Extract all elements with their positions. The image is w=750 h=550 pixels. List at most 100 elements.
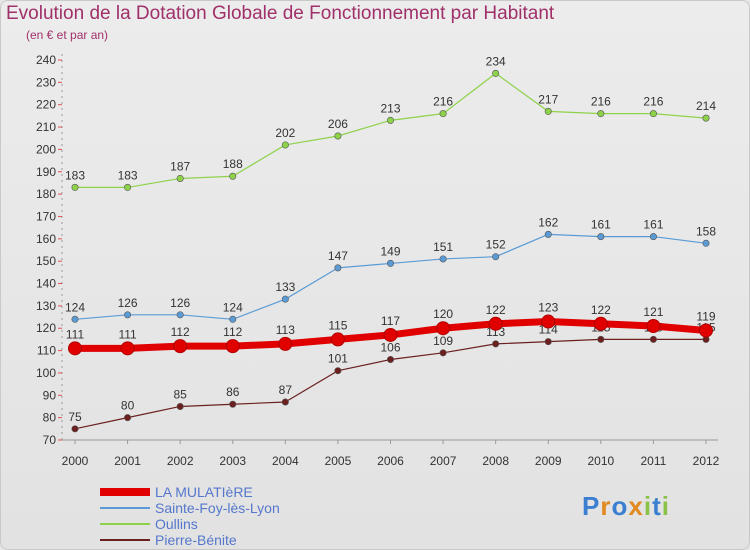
data-point <box>386 356 394 364</box>
y-tick-label: 150 <box>36 254 56 268</box>
data-point <box>702 239 710 247</box>
x-tick-label: 2012 <box>693 454 720 468</box>
data-point <box>68 341 82 356</box>
x-tick-label: 2007 <box>430 454 457 468</box>
data-label: 126 <box>170 296 190 310</box>
data-point <box>649 233 657 241</box>
data-label: 183 <box>118 168 138 182</box>
data-point <box>229 400 237 408</box>
data-label: 111 <box>66 327 85 341</box>
data-label: 75 <box>68 410 82 424</box>
data-label: 109 <box>433 334 453 348</box>
chart-title: Evolution de la Dotation Globale de Fonc… <box>6 3 555 24</box>
data-label: 80 <box>121 399 135 413</box>
y-tick-label: 140 <box>36 277 56 291</box>
x-tick-label: 2011 <box>641 454 667 468</box>
data-label: 161 <box>591 218 611 232</box>
data-point <box>597 233 605 241</box>
data-label: 120 <box>433 307 453 321</box>
legend-swatch <box>100 488 150 496</box>
legend-label: LA MULATIèRE <box>155 484 253 500</box>
data-label: 87 <box>279 383 293 397</box>
data-point <box>699 323 713 338</box>
data-point <box>71 425 79 433</box>
data-point <box>492 69 500 77</box>
data-point <box>597 335 605 343</box>
data-label: 216 <box>591 95 611 109</box>
y-tick-label: 200 <box>36 142 56 156</box>
legend-item: Sainte-Foy-lès-Lyon <box>100 500 360 516</box>
data-label: 123 <box>538 301 558 315</box>
legend-item: Pierre-Bénite <box>100 532 360 548</box>
data-point <box>649 110 657 118</box>
data-label: 213 <box>380 101 400 115</box>
data-point <box>330 332 345 347</box>
data-point <box>176 311 184 319</box>
data-label: 206 <box>328 117 348 131</box>
x-tick-label: 2000 <box>62 454 89 468</box>
data-point <box>544 107 552 115</box>
data-point <box>544 230 552 238</box>
data-point <box>278 336 293 351</box>
logo-letter: r <box>600 491 612 521</box>
data-point <box>71 315 79 323</box>
data-label: 234 <box>486 54 506 68</box>
data-point <box>281 398 289 406</box>
data-point <box>541 314 556 329</box>
data-point <box>281 295 289 303</box>
y-tick-label: 130 <box>36 299 56 313</box>
data-point <box>492 253 500 261</box>
data-label: 216 <box>643 95 663 109</box>
data-point <box>702 114 710 122</box>
logo-letter: x <box>628 491 644 521</box>
y-tick-label: 170 <box>36 209 56 223</box>
data-label: 111 <box>118 327 137 341</box>
y-tick-label: 240 <box>36 53 56 67</box>
data-label: 217 <box>538 92 558 106</box>
chart-legend: LA MULATIèRE Sainte-Foy-lès-Lyon Oullins Pi… <box>100 484 360 548</box>
data-point <box>124 183 132 191</box>
x-tick-label: 2002 <box>167 454 194 468</box>
data-point <box>334 264 342 272</box>
y-tick-label: 220 <box>36 98 56 112</box>
logo-letter: o <box>611 491 629 521</box>
data-point <box>176 402 184 410</box>
x-tick-label: 2006 <box>377 454 404 468</box>
x-tick-label: 2009 <box>535 454 562 468</box>
data-label: 216 <box>433 95 453 109</box>
data-label: 149 <box>380 244 400 258</box>
data-label: 147 <box>328 249 348 263</box>
data-point <box>120 341 135 356</box>
proxiti-logo: Proxiti <box>582 491 670 522</box>
data-label: 124 <box>65 300 85 314</box>
legend-label: Sainte-Foy-lès-Lyon <box>155 500 280 516</box>
data-point <box>646 319 661 333</box>
data-label: 101 <box>328 352 348 366</box>
data-label: 122 <box>591 303 611 317</box>
data-point <box>436 321 451 336</box>
data-point <box>229 315 237 323</box>
x-tick-label: 2003 <box>219 454 246 468</box>
data-label: 161 <box>643 218 663 232</box>
y-tick-label: 210 <box>36 120 56 134</box>
data-point <box>124 414 132 422</box>
data-point <box>649 335 657 343</box>
data-point <box>492 340 500 348</box>
data-point <box>386 259 394 267</box>
x-tick-label: 2001 <box>114 454 141 468</box>
data-label: 202 <box>275 126 295 140</box>
data-label: 214 <box>696 99 716 113</box>
data-label: 119 <box>696 309 715 323</box>
data-label: 124 <box>223 300 243 314</box>
data-label: 112 <box>171 325 190 339</box>
data-point <box>281 141 289 149</box>
data-point <box>71 183 79 191</box>
x-tick-label: 2004 <box>272 454 299 468</box>
data-label: 126 <box>118 296 138 310</box>
logo-letter: P <box>582 491 601 521</box>
data-point <box>383 327 398 342</box>
data-point <box>225 339 240 354</box>
y-tick-label: 70 <box>43 433 57 447</box>
data-label: 152 <box>486 238 506 252</box>
